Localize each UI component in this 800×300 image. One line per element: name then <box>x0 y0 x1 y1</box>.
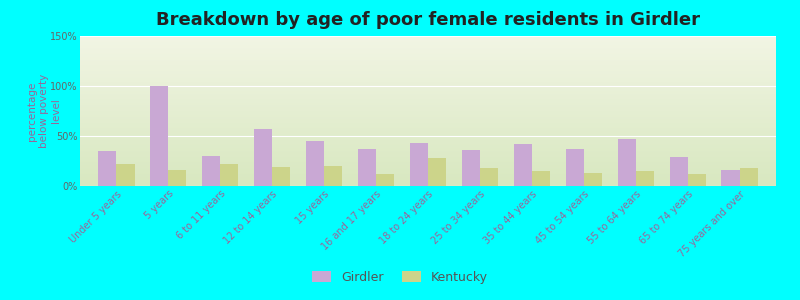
Bar <box>670 157 688 186</box>
Bar <box>514 144 532 186</box>
Bar <box>202 156 220 186</box>
Bar <box>150 86 168 186</box>
Bar <box>532 171 550 186</box>
Bar <box>324 166 342 186</box>
Bar <box>358 149 376 186</box>
Bar <box>376 174 394 186</box>
Bar <box>410 143 428 186</box>
Bar <box>306 141 324 186</box>
Bar <box>584 173 602 186</box>
Bar <box>636 171 654 186</box>
Bar <box>116 164 134 186</box>
Bar <box>566 149 584 186</box>
Legend: Girdler, Kentucky: Girdler, Kentucky <box>307 266 493 289</box>
Bar <box>428 158 446 186</box>
Bar <box>220 164 238 186</box>
Bar <box>618 139 636 186</box>
Bar <box>740 168 758 186</box>
Bar <box>722 170 740 186</box>
Y-axis label: percentage
below poverty
level: percentage below poverty level <box>27 74 61 148</box>
Bar <box>168 170 186 186</box>
Bar <box>480 168 498 186</box>
Bar <box>462 150 480 186</box>
Bar <box>98 151 116 186</box>
Bar <box>688 174 706 186</box>
Bar <box>254 129 272 186</box>
Title: Breakdown by age of poor female residents in Girdler: Breakdown by age of poor female resident… <box>156 11 700 29</box>
Bar <box>272 167 290 186</box>
